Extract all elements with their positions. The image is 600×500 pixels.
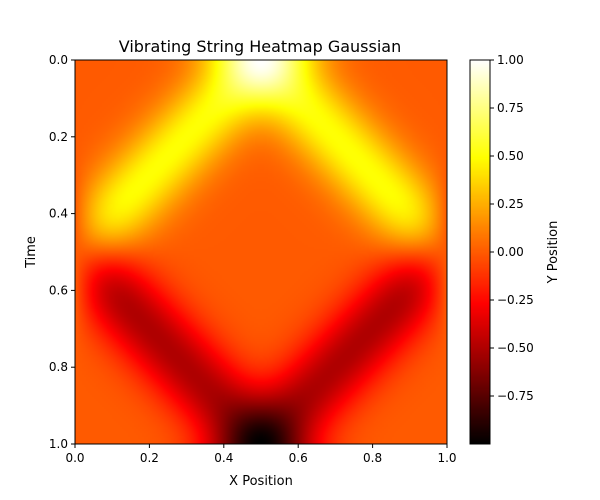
plot-frame — [74, 59, 448, 445]
colorbar-ticks: 1.00 0.75 0.50 0.25 0.00 −0.25 −0.50 −0.75 — [490, 53, 534, 403]
x-axis-label: X Position — [229, 474, 293, 489]
x-axis-ticks: 0.0 0.2 0.4 0.6 0.8 1.0 — [65, 444, 457, 465]
heatmap-image — [75, 60, 447, 444]
x-tick-label: 0.6 — [289, 451, 308, 465]
colorbar-tick-label: −0.50 — [497, 341, 534, 355]
colorbar-tick-label: 1.00 — [497, 53, 524, 67]
colorbar-tick-label: 0.25 — [497, 197, 524, 211]
y-tick-label: 0.6 — [49, 283, 68, 297]
y-tick-label: 0.8 — [49, 360, 68, 374]
y-axis-label: Time — [24, 236, 39, 269]
x-tick-label: 0.0 — [65, 451, 84, 465]
colorbar-label: Y Position — [546, 221, 561, 285]
y-tick-label: 0.0 — [49, 53, 68, 67]
chart-title: Vibrating String Heatmap Gaussian — [119, 37, 402, 56]
x-tick-label: 1.0 — [437, 451, 456, 465]
colorbar-tick-label: 0.00 — [497, 245, 524, 259]
colorbar-tick-label: −0.75 — [497, 389, 534, 403]
colorbar-gradient — [470, 60, 490, 444]
colorbar-tick-label: −0.25 — [497, 293, 534, 307]
y-tick-label: 0.4 — [49, 207, 68, 221]
y-tick-label: 1.0 — [49, 437, 68, 451]
colorbar-tick-label: 0.50 — [497, 149, 524, 163]
y-tick-label: 0.2 — [49, 130, 68, 144]
x-tick-label: 0.2 — [140, 451, 159, 465]
colorbar-tick-label: 0.75 — [497, 101, 524, 115]
y-axis-ticks: 0.0 0.2 0.4 0.6 0.8 1.0 — [49, 53, 75, 451]
x-tick-label: 0.8 — [363, 451, 382, 465]
x-tick-label: 0.4 — [214, 451, 233, 465]
